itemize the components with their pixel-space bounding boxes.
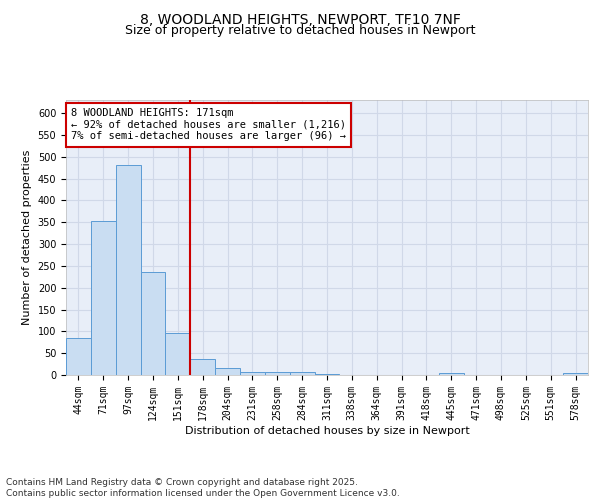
Bar <box>190 359 215 375</box>
Bar <box>265 372 290 375</box>
Y-axis label: Number of detached properties: Number of detached properties <box>22 150 32 325</box>
X-axis label: Distribution of detached houses by size in Newport: Distribution of detached houses by size … <box>185 426 469 436</box>
Text: Size of property relative to detached houses in Newport: Size of property relative to detached ho… <box>125 24 475 37</box>
Text: 8 WOODLAND HEIGHTS: 171sqm
← 92% of detached houses are smaller (1,216)
7% of se: 8 WOODLAND HEIGHTS: 171sqm ← 92% of deta… <box>71 108 346 142</box>
Text: 8, WOODLAND HEIGHTS, NEWPORT, TF10 7NF: 8, WOODLAND HEIGHTS, NEWPORT, TF10 7NF <box>140 12 460 26</box>
Bar <box>116 166 140 375</box>
Bar <box>240 372 265 375</box>
Bar <box>290 372 314 375</box>
Bar <box>314 374 340 375</box>
Bar <box>215 368 240 375</box>
Text: Contains HM Land Registry data © Crown copyright and database right 2025.
Contai: Contains HM Land Registry data © Crown c… <box>6 478 400 498</box>
Bar <box>563 374 588 375</box>
Bar <box>439 373 464 375</box>
Bar <box>91 222 116 375</box>
Bar <box>140 272 166 375</box>
Bar <box>166 332 190 375</box>
Bar <box>66 338 91 375</box>
